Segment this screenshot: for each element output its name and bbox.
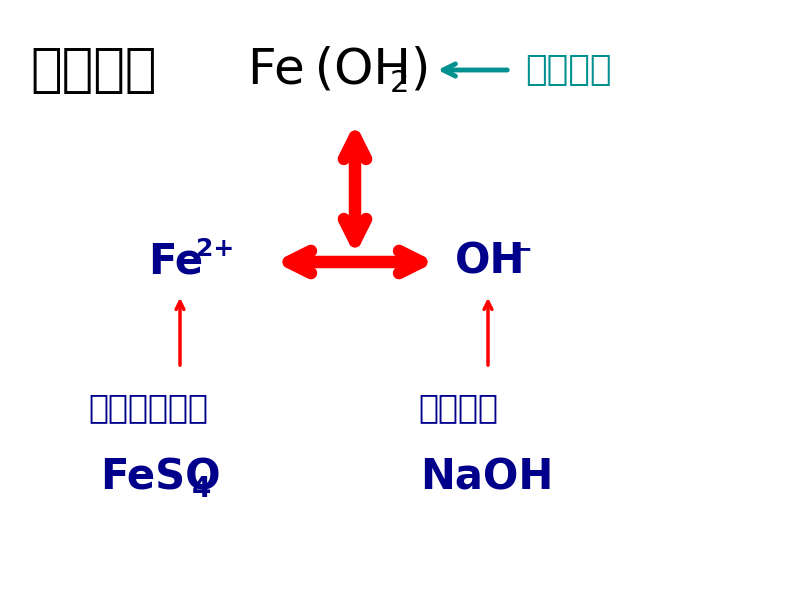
Text: FeSO: FeSO — [100, 457, 221, 499]
Text: 2+: 2+ — [196, 237, 234, 261]
Text: NaOH: NaOH — [420, 457, 553, 499]
Text: Fe (OH): Fe (OH) — [248, 46, 430, 94]
Text: Fe: Fe — [148, 241, 203, 283]
Text: −: − — [511, 237, 532, 261]
Text: OH: OH — [455, 241, 526, 283]
Text: 4: 4 — [192, 475, 211, 503]
Text: 如何制备: 如何制备 — [30, 44, 156, 96]
Text: 可溶性亚铁盐: 可溶性亚铁盐 — [88, 392, 208, 424]
Text: 2: 2 — [390, 69, 410, 98]
Text: 可溶性碱: 可溶性碱 — [418, 392, 498, 424]
Text: 不溶性碱: 不溶性碱 — [525, 53, 611, 87]
